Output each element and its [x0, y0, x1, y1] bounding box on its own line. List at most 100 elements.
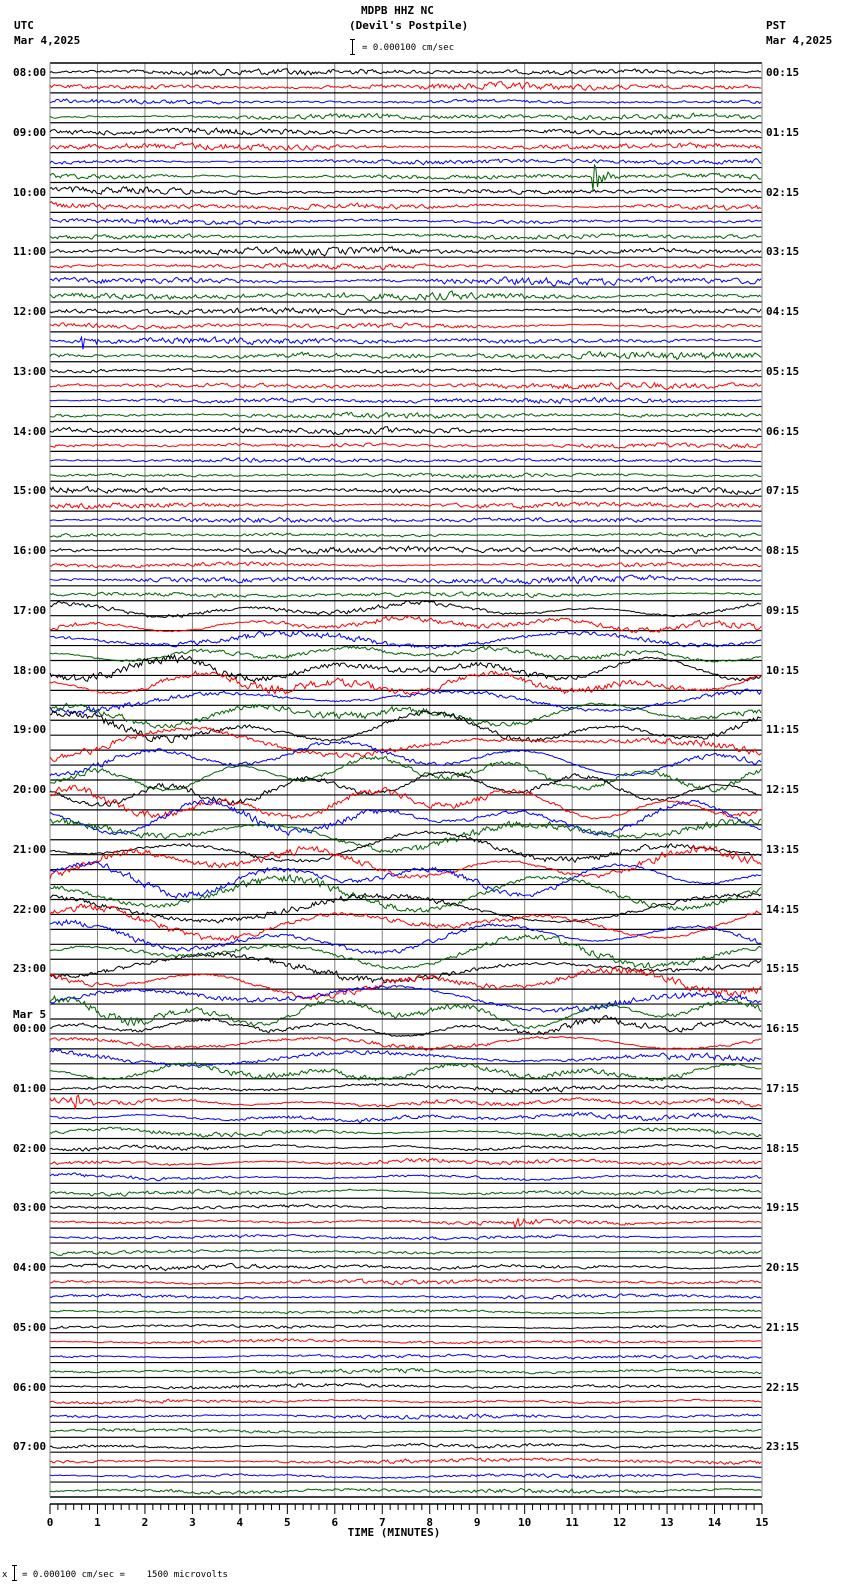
pst-hour-label: 10:15	[766, 663, 800, 677]
x-tick-label: 13	[660, 1516, 673, 1529]
seismic-trace	[49, 1427, 761, 1434]
left-timezone: UTC	[14, 19, 34, 32]
utc-hour-label: 02:00	[13, 1141, 47, 1155]
x-axis-label: TIME (MINUTES)	[348, 1526, 441, 1539]
utc-hour-label: 20:00	[13, 783, 47, 796]
pst-hour-label: 05:15	[766, 364, 800, 378]
seismic-trace	[49, 1126, 762, 1138]
seismic-trace	[49, 98, 762, 105]
utc-hour-label: 16:00	[13, 544, 47, 557]
seismic-trace	[49, 164, 762, 191]
seismic-trace	[49, 306, 762, 316]
utc-hour-label: 14:00	[13, 424, 47, 438]
utc-hour-label: 22:00	[13, 902, 47, 916]
seismic-trace	[49, 1442, 762, 1450]
seismic-trace	[49, 1203, 762, 1211]
x-tick-label: 14	[708, 1516, 722, 1529]
seismic-trace	[49, 653, 762, 683]
seismic-trace	[49, 994, 762, 1030]
day-change-label: Mar 5	[13, 1008, 47, 1021]
x-tick-label: 6	[331, 1516, 338, 1529]
x-tick-label: 1	[94, 1516, 101, 1529]
seismic-trace	[49, 844, 762, 880]
pst-hour-label: 21:15	[766, 1320, 800, 1334]
seismic-trace	[49, 233, 762, 241]
seismic-trace	[49, 934, 762, 970]
pst-hour-label: 03:15	[766, 245, 800, 259]
x-tick-label: 0	[47, 1516, 54, 1529]
utc-hour-label: 10:00	[13, 185, 47, 199]
seismic-trace	[49, 903, 762, 942]
pst-hour-label: 14:15	[766, 902, 800, 916]
seismic-trace	[49, 1036, 762, 1051]
utc-hour-label: 11:00	[13, 245, 47, 259]
seismic-trace	[49, 516, 762, 524]
pst-hour-label: 07:15	[766, 484, 800, 498]
seismic-trace	[49, 501, 762, 510]
utc-hour-label: 07:00	[13, 1440, 47, 1454]
header-scale-text: = 0.000100 cm/sec	[362, 43, 455, 53]
seismic-trace	[49, 367, 762, 374]
seismic-trace	[49, 335, 762, 350]
x-tick-label: 3	[189, 1516, 196, 1529]
seismic-trace	[49, 200, 762, 211]
seismic-trace	[49, 1367, 762, 1375]
pst-hour-label: 12:15	[766, 783, 800, 796]
right-timezone: PST	[766, 19, 786, 32]
utc-hour-label: 19:00	[13, 723, 47, 737]
seismic-trace	[49, 1293, 762, 1300]
seismic-trace	[49, 630, 762, 650]
seismic-trace	[49, 645, 762, 663]
seismic-trace	[49, 860, 762, 900]
seismic-trace	[49, 68, 762, 77]
x-tick-label: 9	[474, 1516, 481, 1529]
scale-bar-icon	[350, 39, 355, 55]
utc-hour-label: 06:00	[13, 1380, 47, 1394]
seismic-trace	[49, 1278, 762, 1286]
seismic-trace	[49, 127, 762, 136]
seismic-trace	[49, 426, 762, 436]
pst-hour-label: 19:15	[766, 1201, 800, 1215]
x-tick-label: 4	[237, 1516, 244, 1529]
pst-hour-label: 16:15	[766, 1022, 800, 1035]
seismic-trace	[49, 1172, 762, 1182]
seismic-trace	[49, 1353, 762, 1360]
utc-hour-label: 12:00	[13, 305, 47, 318]
seismic-trace	[49, 1143, 762, 1152]
pst-hour-label: 15:15	[766, 962, 800, 976]
x-tick-label: 15	[755, 1516, 768, 1529]
seismic-trace	[49, 1015, 762, 1037]
seismic-trace	[49, 771, 762, 807]
utc-hour-label: 00:00	[13, 1022, 47, 1035]
seismic-trace	[49, 1338, 762, 1345]
seismic-trace	[49, 1061, 762, 1082]
utc-hour-label: 17:00	[13, 603, 47, 617]
seismic-trace	[49, 709, 762, 744]
pst-hour-label: 13:15	[766, 842, 800, 856]
seismic-trace	[49, 322, 762, 330]
pst-hour-label: 00:15	[766, 66, 800, 79]
seismic-trace	[49, 688, 762, 715]
utc-hour-label: 05:00	[13, 1320, 47, 1334]
seismic-trace	[49, 290, 762, 302]
seismic-trace	[49, 485, 762, 496]
utc-hour-label: 23:00	[13, 962, 47, 976]
pst-hour-label: 17:15	[766, 1081, 800, 1095]
x-tick-label: 5	[284, 1516, 291, 1529]
footer-scale-text: = 0.000100 cm/sec = 1500 microvolts	[22, 1570, 228, 1580]
seismic-trace	[49, 245, 762, 257]
seismic-trace	[49, 600, 762, 619]
seismic-trace	[49, 830, 762, 864]
seismic-trace	[49, 1487, 762, 1496]
seismic-trace	[49, 873, 762, 913]
seismic-trace	[49, 1398, 762, 1405]
seismic-trace	[49, 726, 762, 762]
seismic-trace	[49, 217, 762, 226]
seismic-trace	[49, 1473, 762, 1479]
pst-hour-label: 04:15	[766, 305, 800, 318]
footer-scale-bar-icon	[12, 1565, 17, 1581]
pst-hour-label: 23:15	[766, 1440, 800, 1454]
seismic-trace	[49, 1234, 762, 1241]
seismic-trace	[49, 141, 762, 151]
seismic-trace	[49, 670, 762, 696]
